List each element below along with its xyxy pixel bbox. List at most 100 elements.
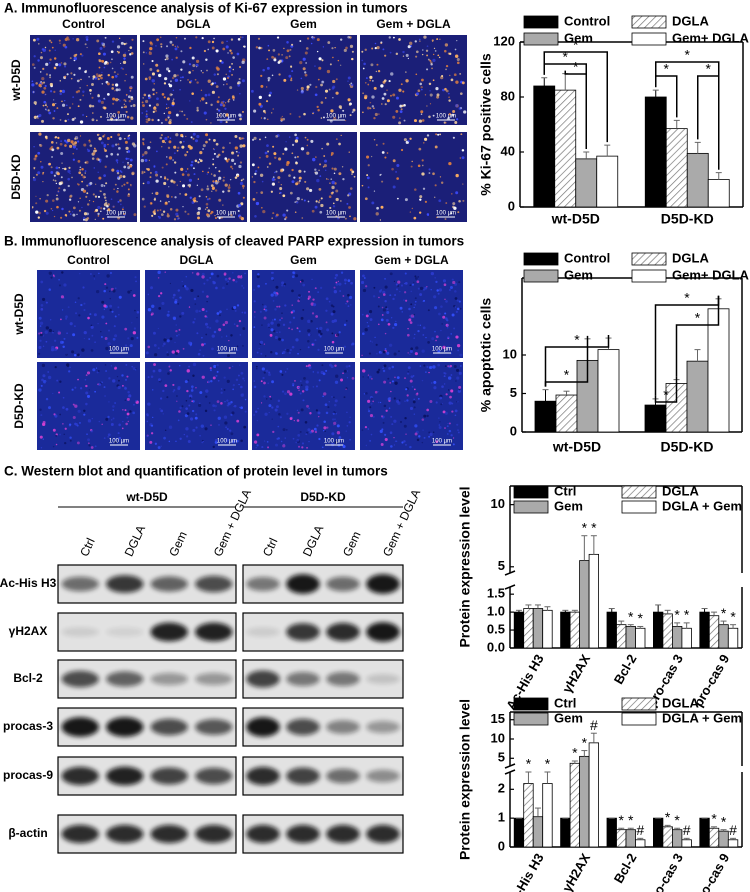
column-label: Gem bbox=[290, 253, 317, 267]
cell bbox=[289, 348, 292, 351]
cell bbox=[403, 377, 407, 380]
cell bbox=[269, 395, 272, 398]
cell bbox=[120, 41, 124, 45]
cell bbox=[211, 90, 215, 94]
cell bbox=[58, 39, 61, 42]
cell bbox=[114, 367, 117, 370]
cell bbox=[451, 410, 454, 413]
cell bbox=[285, 141, 287, 143]
cell bbox=[121, 427, 124, 430]
cell bbox=[99, 190, 102, 193]
cell bbox=[303, 377, 306, 380]
cell bbox=[150, 424, 154, 427]
cell bbox=[98, 272, 100, 275]
cell bbox=[292, 271, 295, 274]
cell bbox=[422, 49, 424, 51]
cell bbox=[51, 199, 55, 202]
bar bbox=[718, 624, 729, 649]
cell bbox=[173, 74, 177, 78]
cell bbox=[426, 105, 428, 107]
cell bbox=[408, 318, 412, 322]
cell bbox=[192, 69, 194, 72]
cell bbox=[312, 157, 316, 162]
cell bbox=[130, 289, 132, 292]
cell bbox=[380, 103, 383, 105]
cell bbox=[435, 87, 439, 91]
cell bbox=[32, 178, 37, 182]
cell bbox=[236, 324, 239, 328]
bar bbox=[727, 627, 739, 649]
cell bbox=[392, 115, 396, 119]
cell bbox=[145, 118, 148, 121]
y-tick-label: 0 bbox=[510, 423, 517, 438]
cell bbox=[379, 429, 383, 433]
cell bbox=[97, 212, 100, 216]
cell bbox=[196, 332, 199, 335]
cell bbox=[213, 148, 215, 150]
cell bbox=[436, 38, 439, 40]
significance-mark: * bbox=[573, 37, 579, 53]
cell bbox=[195, 36, 198, 39]
cell bbox=[256, 368, 258, 370]
cell bbox=[171, 43, 175, 47]
bar bbox=[542, 609, 553, 649]
cell bbox=[107, 435, 110, 438]
cell bbox=[45, 62, 49, 66]
cell bbox=[309, 430, 312, 434]
cell bbox=[147, 376, 150, 379]
cell bbox=[276, 305, 279, 308]
cell bbox=[79, 422, 81, 424]
cell bbox=[231, 271, 234, 274]
cell bbox=[124, 386, 126, 388]
cell bbox=[284, 147, 288, 151]
cell bbox=[104, 395, 106, 397]
cell bbox=[47, 371, 50, 373]
cell bbox=[63, 433, 65, 435]
cell bbox=[265, 369, 269, 373]
cell bbox=[79, 135, 82, 137]
scale-bar-label: 100 µm bbox=[432, 439, 452, 445]
cell bbox=[338, 331, 341, 334]
cell bbox=[281, 352, 284, 355]
bar bbox=[534, 400, 557, 433]
cell bbox=[231, 63, 233, 65]
cell bbox=[403, 103, 406, 107]
y-tick-label: 10 bbox=[491, 730, 505, 745]
cell bbox=[403, 424, 407, 428]
cell bbox=[328, 195, 332, 199]
cell bbox=[169, 40, 173, 44]
cell bbox=[82, 90, 85, 93]
cell bbox=[455, 335, 459, 339]
cell bbox=[325, 411, 329, 415]
cell bbox=[164, 137, 168, 141]
cell bbox=[60, 295, 65, 299]
cell bbox=[331, 185, 335, 190]
cell bbox=[67, 118, 70, 121]
cell bbox=[301, 446, 304, 449]
cell bbox=[239, 66, 242, 69]
cell bbox=[321, 59, 324, 62]
cell bbox=[55, 166, 59, 170]
cell bbox=[46, 193, 49, 197]
cell bbox=[383, 92, 387, 96]
cell bbox=[243, 45, 246, 48]
cell bbox=[77, 160, 81, 163]
cell bbox=[450, 434, 453, 437]
cell bbox=[68, 370, 71, 373]
cell bbox=[397, 401, 401, 405]
cell bbox=[154, 353, 158, 357]
cell bbox=[72, 96, 75, 99]
cell bbox=[202, 440, 204, 443]
cell bbox=[135, 280, 137, 283]
cell bbox=[253, 311, 256, 313]
cell bbox=[224, 157, 228, 160]
cell bbox=[402, 50, 405, 54]
cell bbox=[40, 165, 44, 169]
cell bbox=[258, 95, 262, 99]
band bbox=[106, 717, 144, 737]
cell bbox=[344, 119, 347, 122]
cell bbox=[199, 349, 202, 352]
cell bbox=[163, 112, 165, 115]
cell bbox=[77, 183, 80, 186]
cell bbox=[205, 389, 209, 393]
